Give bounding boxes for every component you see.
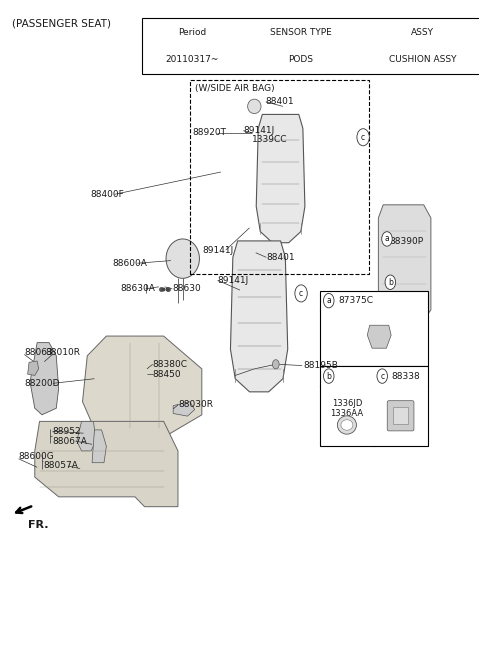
Text: 88338: 88338 bbox=[392, 372, 420, 381]
Polygon shape bbox=[92, 430, 107, 463]
Text: 89141J: 89141J bbox=[203, 246, 234, 254]
Text: Period: Period bbox=[178, 28, 206, 37]
Bar bbox=[320, 291, 428, 366]
Ellipse shape bbox=[337, 416, 357, 434]
Text: 88630: 88630 bbox=[172, 284, 201, 293]
Text: 88200D: 88200D bbox=[24, 379, 60, 387]
Text: 88063: 88063 bbox=[24, 348, 53, 357]
Text: c: c bbox=[361, 132, 365, 142]
Text: a: a bbox=[384, 235, 389, 243]
Polygon shape bbox=[28, 361, 38, 376]
Text: 88030R: 88030R bbox=[178, 401, 213, 409]
Polygon shape bbox=[230, 241, 288, 392]
Polygon shape bbox=[77, 421, 96, 451]
Polygon shape bbox=[173, 402, 195, 416]
Text: ASSY: ASSY bbox=[411, 28, 434, 37]
Polygon shape bbox=[378, 205, 431, 323]
Text: c: c bbox=[299, 289, 303, 298]
Text: FR.: FR. bbox=[28, 520, 48, 530]
Bar bbox=[190, 80, 369, 273]
Polygon shape bbox=[367, 326, 391, 348]
Text: 88067A: 88067A bbox=[52, 436, 87, 445]
Polygon shape bbox=[83, 336, 202, 434]
Text: SENSOR TYPE: SENSOR TYPE bbox=[270, 28, 332, 37]
Circle shape bbox=[357, 129, 369, 146]
Circle shape bbox=[273, 360, 279, 369]
Polygon shape bbox=[30, 343, 59, 415]
Text: PODS: PODS bbox=[288, 55, 313, 65]
Text: c: c bbox=[380, 372, 384, 381]
Circle shape bbox=[324, 293, 334, 308]
Text: CUSHION ASSY: CUSHION ASSY bbox=[389, 55, 456, 65]
Text: 88952: 88952 bbox=[52, 427, 81, 436]
Text: 88390P: 88390P bbox=[390, 237, 424, 246]
Text: 1336JD: 1336JD bbox=[332, 399, 362, 409]
Ellipse shape bbox=[341, 420, 353, 430]
Text: 88600G: 88600G bbox=[19, 452, 54, 461]
Text: 88450: 88450 bbox=[153, 370, 181, 379]
Circle shape bbox=[295, 285, 307, 302]
Text: 88195B: 88195B bbox=[303, 361, 338, 370]
Text: 88401: 88401 bbox=[266, 98, 294, 106]
Bar bbox=[394, 407, 408, 424]
Text: 88630A: 88630A bbox=[120, 284, 156, 293]
Text: (PASSENGER SEAT): (PASSENGER SEAT) bbox=[12, 18, 111, 28]
Ellipse shape bbox=[248, 99, 261, 113]
Text: 88920T: 88920T bbox=[192, 128, 226, 137]
Text: b: b bbox=[388, 277, 393, 287]
Text: b: b bbox=[326, 372, 331, 381]
Text: 88010R: 88010R bbox=[46, 348, 81, 357]
FancyBboxPatch shape bbox=[387, 401, 414, 431]
Text: 88380C: 88380C bbox=[153, 360, 188, 369]
Circle shape bbox=[385, 275, 396, 289]
Text: 88400F: 88400F bbox=[91, 190, 124, 199]
Text: (W/SIDE AIR BAG): (W/SIDE AIR BAG) bbox=[195, 84, 274, 92]
Text: 1336AA: 1336AA bbox=[330, 409, 363, 418]
Circle shape bbox=[324, 369, 334, 384]
Ellipse shape bbox=[166, 239, 199, 278]
Circle shape bbox=[377, 369, 387, 384]
Text: 20110317~: 20110317~ bbox=[166, 55, 219, 65]
Text: 88057A: 88057A bbox=[43, 461, 78, 471]
Text: 1339CC: 1339CC bbox=[252, 135, 287, 144]
Text: 87375C: 87375C bbox=[338, 296, 373, 305]
Bar bbox=[320, 366, 428, 445]
Text: 89141J: 89141J bbox=[243, 126, 275, 135]
Polygon shape bbox=[256, 115, 305, 243]
Text: 88401: 88401 bbox=[267, 253, 295, 262]
Bar bbox=[142, 18, 480, 74]
Text: a: a bbox=[326, 296, 331, 305]
Text: 88600A: 88600A bbox=[112, 259, 147, 268]
Text: 89141J: 89141J bbox=[217, 275, 249, 285]
Polygon shape bbox=[35, 421, 178, 507]
Circle shape bbox=[382, 232, 392, 246]
